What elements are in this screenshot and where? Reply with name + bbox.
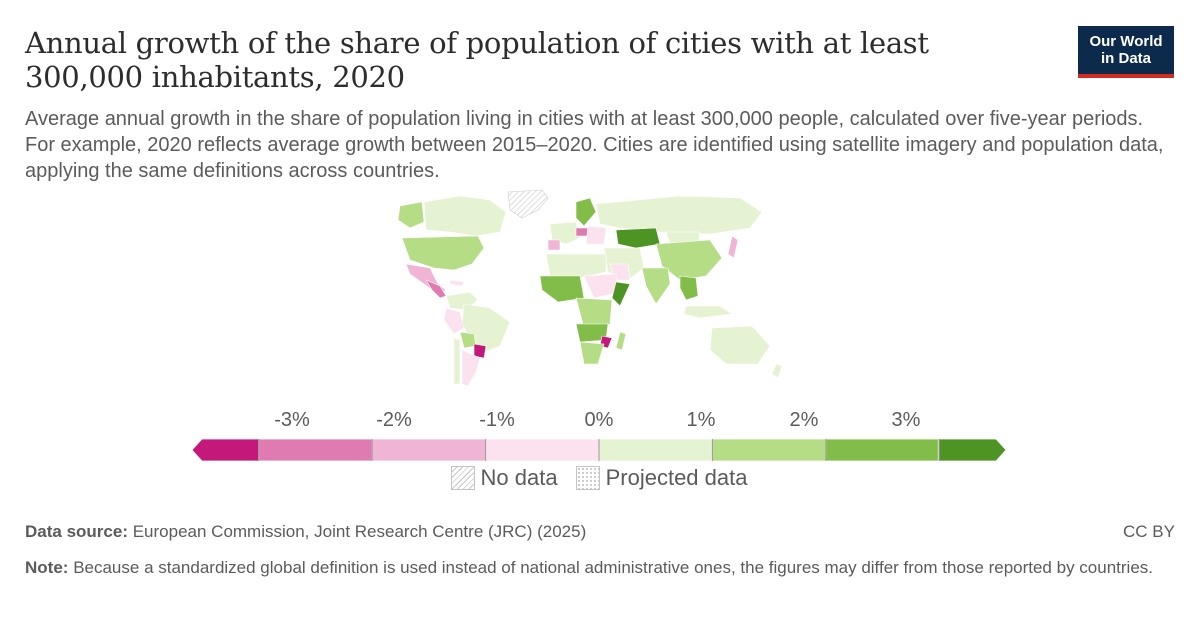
world-map[interactable] xyxy=(380,188,800,388)
region-usa[interactable] xyxy=(401,235,485,271)
chart-note: Note: Because a standardized global defi… xyxy=(25,556,1175,580)
legend-bin[interactable] xyxy=(598,438,713,462)
projected-swatch xyxy=(575,466,600,490)
region-paraguay[interactable] xyxy=(473,343,487,359)
legend-tick: 2% xyxy=(789,409,819,431)
legend-extra: No data Projected data xyxy=(188,465,1010,491)
region-north-africa[interactable] xyxy=(545,253,607,279)
logo-line-2: in Data xyxy=(1100,50,1151,67)
legend-tick: -2% xyxy=(376,409,412,431)
legend-projected[interactable]: Projected data xyxy=(575,465,748,491)
region-india[interactable] xyxy=(641,267,671,305)
region-peru[interactable] xyxy=(443,307,465,335)
owid-logo[interactable]: Our World in Data xyxy=(1078,26,1174,78)
region-new-zealand[interactable] xyxy=(771,363,783,379)
legend-bin[interactable] xyxy=(937,438,1007,462)
data-source: Data source: European Commission, Joint … xyxy=(25,522,586,542)
region-scandinavia[interactable] xyxy=(575,197,597,227)
no-data-label: No data xyxy=(480,465,558,490)
source-link[interactable]: European Commission, Joint Research Cent… xyxy=(132,522,587,541)
region-indonesia[interactable] xyxy=(683,305,733,319)
legend-no-data[interactable]: No data xyxy=(450,465,558,491)
legend-bin[interactable] xyxy=(371,438,486,462)
chart-title: Annual growth of the share of population… xyxy=(25,26,929,94)
legend-bin[interactable] xyxy=(712,438,827,462)
region-southern-africa[interactable] xyxy=(579,341,605,365)
region-canada[interactable] xyxy=(423,195,507,237)
region-australia[interactable] xyxy=(709,325,771,365)
legend-bin[interactable] xyxy=(191,438,261,462)
region-horn-of-africa[interactable] xyxy=(611,281,631,307)
logo-line-1: Our World xyxy=(1089,33,1163,50)
region-central-africa[interactable] xyxy=(575,297,613,329)
region-poland[interactable] xyxy=(575,227,589,237)
no-data-swatch xyxy=(450,466,475,490)
region-bolivia[interactable] xyxy=(459,331,477,349)
region-kazakhstan[interactable] xyxy=(615,227,661,249)
region-caribbean[interactable] xyxy=(449,279,465,287)
region-eastern-europe[interactable] xyxy=(585,225,607,245)
region-japan[interactable] xyxy=(727,235,739,259)
region-alaska[interactable] xyxy=(397,201,425,229)
region-argentina[interactable] xyxy=(461,349,481,387)
note-label: Note: xyxy=(25,558,69,577)
source-label: Data source: xyxy=(25,522,128,541)
region-chile[interactable] xyxy=(453,337,461,385)
region-greenland[interactable] xyxy=(507,189,549,219)
legend-tick: 1% xyxy=(686,409,716,431)
projected-label: Projected data xyxy=(605,465,748,490)
region-central-america[interactable] xyxy=(425,279,447,299)
legend-tick: 3% xyxy=(891,409,921,431)
region-madagascar[interactable] xyxy=(615,331,627,351)
region-west-africa[interactable] xyxy=(539,275,585,303)
color-legend: -3% -2% -1% 0% 1% 2% 3% No data Projecte… xyxy=(188,405,1010,515)
region-western-europe[interactable] xyxy=(549,221,581,245)
region-iberia[interactable] xyxy=(547,239,561,251)
chart-subtitle: Average annual growth in the share of po… xyxy=(25,108,1164,182)
region-china[interactable] xyxy=(655,239,723,281)
note-text: Because a standardized global definition… xyxy=(73,558,1153,577)
region-russia[interactable] xyxy=(595,195,763,235)
region-southeast-asia[interactable] xyxy=(679,275,699,301)
legend-bin[interactable] xyxy=(258,438,373,462)
legend-bin[interactable] xyxy=(825,438,940,462)
license-link[interactable]: CC BY xyxy=(1123,522,1175,541)
legend-color-bar xyxy=(191,438,1007,462)
legend-tick: -3% xyxy=(274,409,310,431)
logo-accent-bar xyxy=(1078,74,1174,78)
legend-tick: 0% xyxy=(584,409,614,431)
legend-tick: -1% xyxy=(479,409,515,431)
legend-bin[interactable] xyxy=(485,438,600,462)
